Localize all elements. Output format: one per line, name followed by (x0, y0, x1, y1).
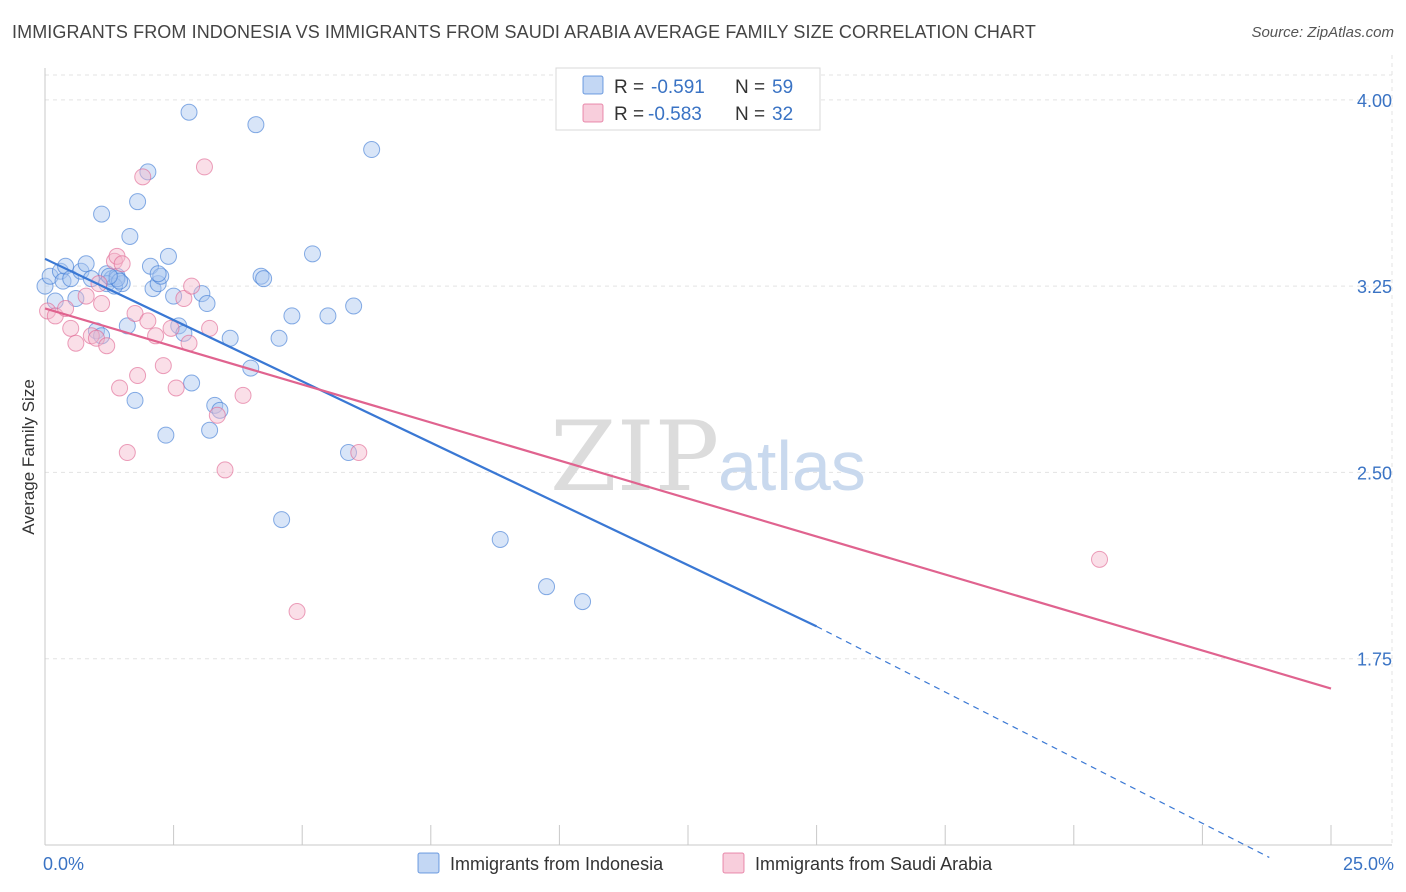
point-saudi (93, 295, 111, 313)
point-indonesia (345, 297, 363, 315)
point-saudi (195, 158, 213, 176)
point-saudi (139, 312, 157, 330)
legend-n-value-indonesia: 59 (772, 77, 793, 98)
point-indonesia (211, 401, 229, 419)
chart-source: Source: ZipAtlas.com (1251, 24, 1394, 41)
correlation-legend: R = -0.591 N = 59 R = -0.583 N = 32 (555, 67, 821, 131)
watermark-atlas: atlas (718, 427, 866, 505)
point-indonesia (319, 307, 337, 325)
series-legend-label-saudi: Immigrants from Saudi Arabia (755, 854, 993, 874)
point-indonesia (242, 359, 260, 377)
y-tick-label: 3.25 (1357, 277, 1392, 297)
chart-title: IMMIGRANTS FROM INDONESIA VS IMMIGRANTS … (12, 22, 1036, 42)
point-indonesia (270, 329, 288, 347)
watermark: ZIP atlas (550, 401, 866, 513)
axes (44, 68, 1392, 846)
trend-lines (44, 257, 1332, 858)
point-saudi (167, 379, 185, 397)
point-saudi (208, 406, 226, 424)
point-indonesia (126, 391, 144, 409)
point-saudi (183, 277, 201, 295)
point-saudi (134, 168, 152, 186)
legend-r-label-saudi: R = (614, 104, 644, 125)
legend-swatch-indonesia (582, 75, 604, 95)
point-indonesia (165, 287, 183, 305)
point-indonesia (157, 426, 175, 444)
legend-r-label-indonesia: R = (614, 77, 644, 98)
trend-line-indonesia (44, 257, 818, 628)
x-tick-label-min: 0.0% (43, 854, 84, 874)
point-saudi (67, 334, 85, 352)
point-indonesia (491, 530, 509, 548)
legend-n-value-saudi: 32 (772, 104, 793, 125)
y-tick-label: 1.75 (1357, 650, 1392, 670)
series-legend-swatch-saudi (722, 852, 745, 874)
point-saudi (175, 290, 193, 308)
point-indonesia (201, 421, 219, 439)
point-indonesia (283, 307, 301, 325)
point-saudi (118, 444, 136, 462)
data-points (36, 103, 1109, 621)
point-indonesia (273, 511, 291, 529)
point-indonesia (152, 267, 170, 285)
point-indonesia (255, 270, 273, 288)
point-indonesia (252, 267, 270, 285)
point-indonesia (303, 245, 321, 263)
series-legend: Immigrants from Indonesia Immigrants fro… (417, 852, 993, 874)
point-saudi (288, 603, 306, 621)
point-saudi (154, 357, 172, 375)
point-indonesia (77, 255, 95, 273)
point-indonesia (574, 593, 592, 611)
point-saudi (234, 386, 252, 404)
point-saudi (111, 379, 129, 397)
legend-swatch-saudi (582, 103, 604, 123)
point-saudi (126, 304, 144, 322)
x-tick-label-max: 25.0% (1343, 854, 1394, 874)
point-indonesia (129, 193, 147, 211)
point-indonesia (339, 444, 357, 462)
watermark-zip: ZIP (550, 401, 719, 513)
y-tick-label: 2.50 (1357, 463, 1392, 483)
point-saudi (62, 319, 80, 337)
point-indonesia (206, 396, 224, 414)
point-saudi (113, 255, 131, 273)
trend-line-extension-indonesia (816, 625, 1270, 858)
point-indonesia (159, 247, 177, 265)
y-tick-label: 4.00 (1357, 91, 1392, 111)
x-tick-labels: 0.0% 25.0% (43, 854, 1394, 874)
point-saudi (162, 319, 180, 337)
legend-r-value-saudi: -0.583 (648, 104, 702, 125)
series-legend-label-indonesia: Immigrants from Indonesia (450, 854, 664, 874)
point-saudi (77, 287, 95, 305)
point-saudi (216, 461, 234, 479)
point-indonesia (538, 578, 556, 596)
point-indonesia (180, 103, 198, 121)
y-axis-label: Average Family Size (19, 379, 38, 535)
point-indonesia (67, 290, 85, 308)
grid-lines (45, 55, 1393, 845)
point-indonesia (36, 277, 54, 295)
trend-line-saudi (44, 307, 1332, 690)
point-indonesia (41, 267, 59, 285)
point-indonesia (139, 163, 157, 181)
point-saudi (1091, 550, 1109, 568)
legend-n-label-saudi: N = (735, 104, 765, 125)
series-legend-swatch-indonesia (417, 852, 440, 874)
legend-r-value-indonesia: -0.591 (651, 77, 705, 98)
point-indonesia (111, 272, 129, 290)
point-indonesia (149, 265, 167, 283)
point-saudi (350, 444, 368, 462)
point-indonesia (247, 116, 265, 134)
point-saudi (98, 337, 116, 355)
point-indonesia (183, 374, 201, 392)
point-indonesia (93, 205, 111, 223)
point-saudi (129, 367, 147, 385)
point-indonesia (198, 295, 216, 313)
point-indonesia (144, 280, 162, 298)
point-indonesia (121, 227, 139, 245)
y-tick-labels: 1.75 2.50 3.25 4.00 (1357, 91, 1392, 670)
legend-n-label-indonesia: N = (735, 77, 765, 98)
point-indonesia (363, 141, 381, 159)
